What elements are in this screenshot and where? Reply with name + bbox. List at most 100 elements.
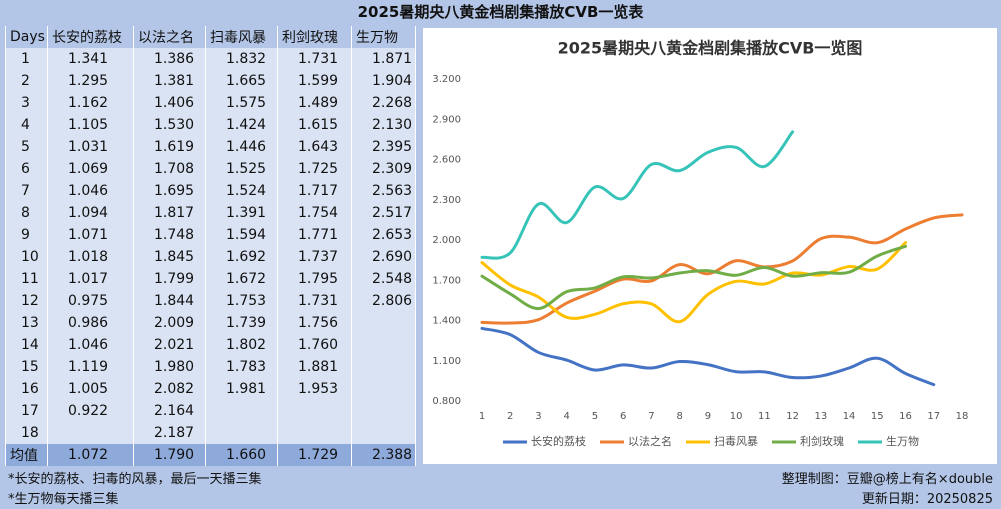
table-cell: 1.594 [205, 224, 278, 246]
table-cell: 0.986 [47, 312, 134, 334]
table-row: 14 1.046 2.021 1.802 1.760 [5, 334, 416, 356]
table-cell: 1.046 [47, 180, 134, 202]
table-row: 4 1.105 1.530 1.424 1.615 2.130 [5, 114, 416, 136]
table-cell: 1.119 [47, 356, 134, 378]
x-tick-label: 18 [956, 411, 969, 422]
x-tick-label: 1 [479, 411, 485, 422]
table-cell: 1.525 [205, 158, 278, 180]
table-cell: 1.069 [47, 158, 134, 180]
table-cell: 1.072 [47, 444, 134, 466]
table-row: 5 1.031 1.619 1.446 1.643 2.395 [5, 136, 416, 158]
x-tick-label: 8 [676, 411, 682, 422]
table-footer: 均值 1.072 1.790 1.660 1.729 2.388 [5, 444, 416, 466]
table-cell: 0.975 [47, 290, 134, 312]
table-row: 16 1.005 2.082 1.981 1.953 [5, 378, 416, 400]
table-cell: 1.790 [133, 444, 206, 466]
table-cell [351, 378, 416, 400]
table-cell: 6 [5, 158, 48, 180]
table-cell: 10 [5, 246, 48, 268]
table-cell: 12 [5, 290, 48, 312]
y-tick-label: 1.400 [432, 316, 461, 327]
table-cell: 2.563 [351, 180, 416, 202]
x-tick-label: 10 [730, 411, 743, 422]
table-cell: 2.309 [351, 158, 416, 180]
table-cell: 1.524 [205, 180, 278, 202]
y-tick-label: 3.200 [432, 74, 461, 85]
y-tick-label: 0.800 [432, 396, 461, 407]
table-cell: 3 [5, 92, 48, 114]
table-cell: 1.737 [277, 246, 352, 268]
chart-title: 2025暑期央八黄金档剧集播放CVB一览图 [558, 39, 863, 58]
x-tick-label: 13 [814, 411, 827, 422]
line-series [480, 241, 908, 324]
table-cell: 14 [5, 334, 48, 356]
table-cell: 1.731 [277, 48, 352, 70]
note: *长安的荔枝、扫毒的风暴，最后一天播三集 [8, 472, 262, 487]
table-cell: 8 [5, 202, 48, 224]
table-cell: 1.817 [133, 202, 206, 224]
table-cell: 15 [5, 356, 48, 378]
table-row: 13 0.986 2.009 1.739 1.756 [5, 312, 416, 334]
table-cell [351, 400, 416, 422]
table-row: 1 1.341 1.386 1.832 1.731 1.871 [5, 48, 416, 70]
x-tick-label: 5 [592, 411, 598, 422]
table-cell: 1.953 [277, 378, 352, 400]
table-row: 12 0.975 1.844 1.753 1.731 2.806 [5, 290, 416, 312]
legend-label: 扫毒风暴 [714, 435, 758, 448]
table-cell: 1.981 [205, 378, 278, 400]
table-cell: 2.388 [351, 444, 416, 466]
table-cell [351, 334, 416, 356]
table-cell: 5 [5, 136, 48, 158]
table-cell: 1.748 [133, 224, 206, 246]
table-cell: 2.130 [351, 114, 416, 136]
table-row: 10 1.018 1.845 1.692 1.737 2.690 [5, 246, 416, 268]
table-cell: 18 [5, 422, 48, 444]
table-cell: 1.692 [205, 246, 278, 268]
x-tick-label: 6 [620, 411, 626, 422]
table-cell [205, 400, 278, 422]
table-cell: 1.071 [47, 224, 134, 246]
table-cell: 4 [5, 114, 48, 136]
table-cell: 1.615 [277, 114, 352, 136]
table-cell: 1.845 [133, 246, 206, 268]
x-tick-label: 7 [648, 411, 654, 422]
table-cell [47, 422, 134, 444]
table-cell: 13 [5, 312, 48, 334]
table-cell: 1.754 [277, 202, 352, 224]
table-cell: 1.802 [205, 334, 278, 356]
table-cell: 1.017 [47, 268, 134, 290]
table-cell: 1.391 [205, 202, 278, 224]
legend-label: 以法之名 [628, 434, 672, 448]
table-cell: 1.672 [205, 268, 278, 290]
table-cell [351, 356, 416, 378]
table-cell: 1.760 [277, 334, 352, 356]
table-cell: 1.980 [133, 356, 206, 378]
x-tick-label: 16 [899, 411, 912, 422]
table-cell: 利剑玫瑰 [277, 26, 352, 48]
x-tick-label: 2 [507, 411, 513, 422]
table-cell: 1.871 [351, 48, 416, 70]
x-tick-label: 9 [705, 411, 711, 422]
table-cell: 2.021 [133, 334, 206, 356]
x-tick-label: 17 [927, 411, 940, 422]
line-series [480, 326, 936, 387]
table-cell: 均值 [5, 444, 48, 466]
table-cell: 1.881 [277, 356, 352, 378]
line-series [480, 244, 908, 311]
table-cell: 2.009 [133, 312, 206, 334]
table-cell: 1.725 [277, 158, 352, 180]
table-cell: 1.731 [277, 290, 352, 312]
table-row: 11 1.017 1.799 1.672 1.795 2.548 [5, 268, 416, 290]
table-cell: 2.653 [351, 224, 416, 246]
y-tick-label: 2.300 [432, 195, 461, 206]
table-cell: 1.844 [133, 290, 206, 312]
table-cell: 1.756 [277, 312, 352, 334]
table-cell: 2 [5, 70, 48, 92]
table-row: 15 1.119 1.980 1.783 1.881 [5, 356, 416, 378]
table-cell: 1.729 [277, 444, 352, 466]
table-header: Days 长安的荔枝 以法之名 扫毒风暴 利剑玫瑰 生万物 [5, 26, 416, 48]
y-tick-label: 2.000 [432, 235, 461, 246]
table-cell: 1.094 [47, 202, 134, 224]
legend-label: 长安的荔枝 [531, 434, 586, 448]
